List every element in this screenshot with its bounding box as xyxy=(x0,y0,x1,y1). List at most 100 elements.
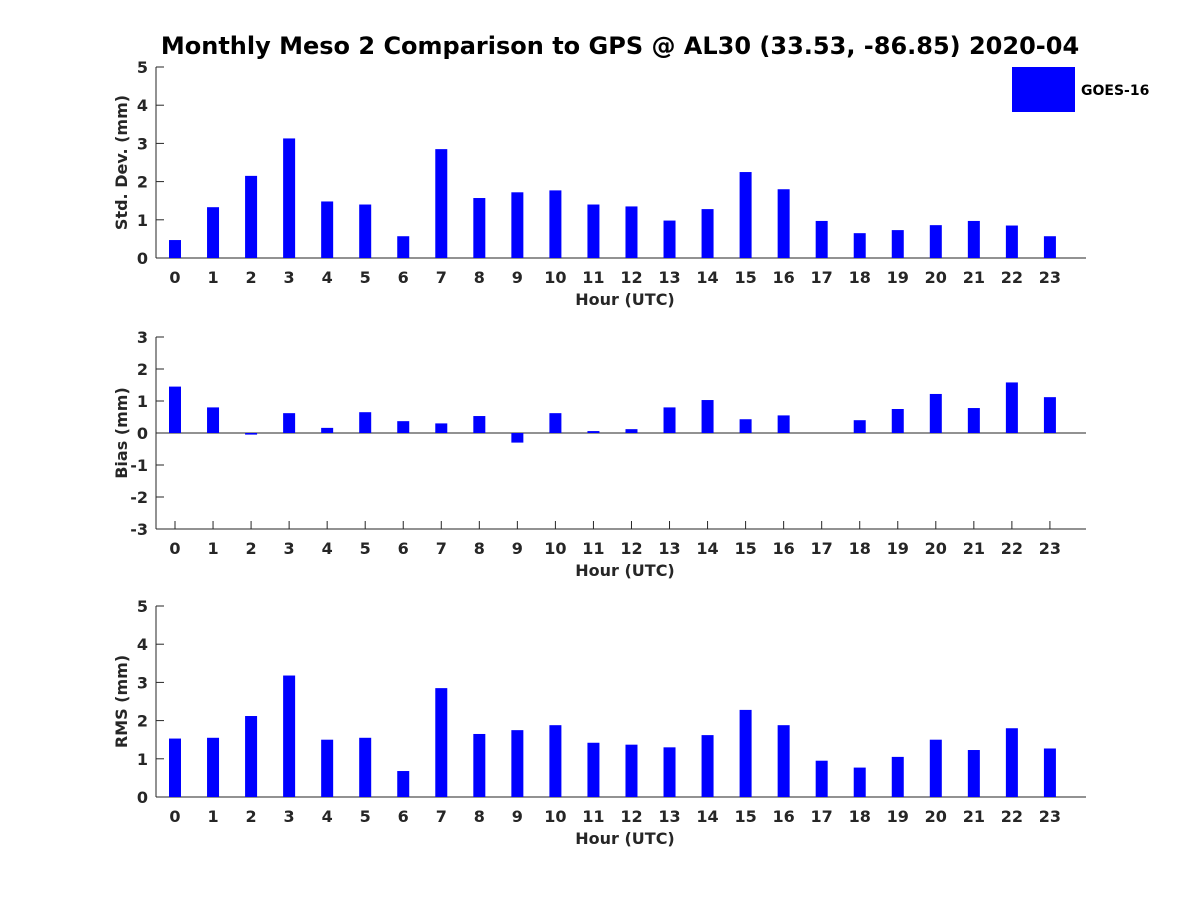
x-tick-label: 6 xyxy=(398,539,409,558)
x-tick-label: 4 xyxy=(322,807,333,826)
x-tick-label: 5 xyxy=(360,539,371,558)
y-tick-label: 0 xyxy=(137,424,148,443)
bar xyxy=(853,767,866,797)
bar xyxy=(473,733,486,797)
x-tick-label: 23 xyxy=(1039,539,1061,558)
bar xyxy=(359,737,372,797)
bar xyxy=(245,433,258,435)
x-tick-label: 9 xyxy=(512,539,523,558)
y-axis-label: Std. Dev. (mm) xyxy=(112,95,131,230)
x-tick-label: 15 xyxy=(734,268,756,287)
bar xyxy=(1005,728,1018,797)
bar xyxy=(435,423,448,433)
x-tick-label: 10 xyxy=(544,807,566,826)
bar xyxy=(777,415,790,433)
chart-title: Monthly Meso 2 Comparison to GPS @ AL30 … xyxy=(161,32,1079,60)
x-tick-label: 0 xyxy=(169,539,180,558)
y-tick-label: 5 xyxy=(137,58,148,77)
x-tick-label: 2 xyxy=(246,268,257,287)
bar xyxy=(435,688,448,797)
x-tick-label: 12 xyxy=(620,268,642,287)
legend-swatch xyxy=(1012,67,1075,112)
x-tick-label: 20 xyxy=(925,268,947,287)
bar xyxy=(549,413,562,433)
bar xyxy=(777,189,790,258)
bar xyxy=(169,386,181,433)
bar xyxy=(587,204,600,258)
bar xyxy=(929,393,942,433)
x-tick-label: 23 xyxy=(1039,268,1061,287)
x-tick-label: 18 xyxy=(849,268,871,287)
x-tick-label: 20 xyxy=(925,807,947,826)
bar xyxy=(207,737,220,797)
x-tick-label: 9 xyxy=(512,268,523,287)
y-tick-label: 3 xyxy=(137,328,148,347)
x-tick-label: 21 xyxy=(963,268,985,287)
x-axis-label: Hour (UTC) xyxy=(575,290,675,309)
x-tick-label: 6 xyxy=(398,268,409,287)
bar xyxy=(321,739,334,797)
x-tick-label: 21 xyxy=(963,807,985,826)
bar xyxy=(1005,225,1018,258)
bar xyxy=(891,756,904,797)
bar xyxy=(245,716,258,797)
x-tick-label: 13 xyxy=(658,539,680,558)
x-tick-label: 7 xyxy=(436,268,447,287)
bar xyxy=(473,416,486,433)
y-tick-label: -2 xyxy=(130,488,148,507)
bar xyxy=(1043,236,1056,258)
x-tick-label: 8 xyxy=(474,268,485,287)
bar xyxy=(739,172,752,258)
bar xyxy=(1043,748,1056,797)
bar xyxy=(815,760,828,797)
y-axis-label: Bias (mm) xyxy=(112,387,131,479)
bar xyxy=(207,407,220,433)
x-tick-label: 12 xyxy=(620,807,642,826)
x-tick-label: 17 xyxy=(811,807,833,826)
y-tick-label: 4 xyxy=(137,96,148,115)
x-tick-label: 3 xyxy=(284,539,295,558)
x-axis-label: Hour (UTC) xyxy=(575,829,675,848)
y-tick-label: 2 xyxy=(137,173,148,192)
x-tick-label: 19 xyxy=(887,807,909,826)
x-tick-label: 18 xyxy=(849,807,871,826)
x-tick-label: 0 xyxy=(169,268,180,287)
y-tick-label: 1 xyxy=(137,750,148,769)
bar xyxy=(283,675,296,797)
bar xyxy=(587,742,600,797)
legend-label: GOES-16 xyxy=(1081,83,1149,99)
y-tick-label: 2 xyxy=(137,712,148,731)
x-tick-label: 15 xyxy=(734,807,756,826)
x-tick-label: 20 xyxy=(925,539,947,558)
bar xyxy=(473,198,486,258)
bar xyxy=(549,190,562,258)
x-tick-label: 3 xyxy=(284,807,295,826)
x-tick-label: 2 xyxy=(246,807,257,826)
x-tick-label: 13 xyxy=(658,807,680,826)
bar xyxy=(777,725,790,797)
x-tick-label: 6 xyxy=(398,807,409,826)
x-tick-label: 7 xyxy=(436,539,447,558)
bar xyxy=(967,750,980,797)
bar xyxy=(625,206,638,258)
bar xyxy=(967,408,980,433)
bar xyxy=(283,413,296,433)
bar xyxy=(853,233,866,258)
x-tick-label: 19 xyxy=(887,539,909,558)
x-tick-label: 9 xyxy=(512,807,523,826)
x-tick-label: 4 xyxy=(322,539,333,558)
bar xyxy=(701,735,714,797)
bar xyxy=(549,725,562,797)
bar xyxy=(169,240,181,258)
x-tick-label: 8 xyxy=(474,807,485,826)
bar xyxy=(701,209,714,258)
x-tick-label: 4 xyxy=(322,268,333,287)
bar xyxy=(245,175,258,258)
x-tick-label: 11 xyxy=(582,268,604,287)
y-tick-label: 3 xyxy=(137,134,148,153)
bar xyxy=(511,433,524,443)
